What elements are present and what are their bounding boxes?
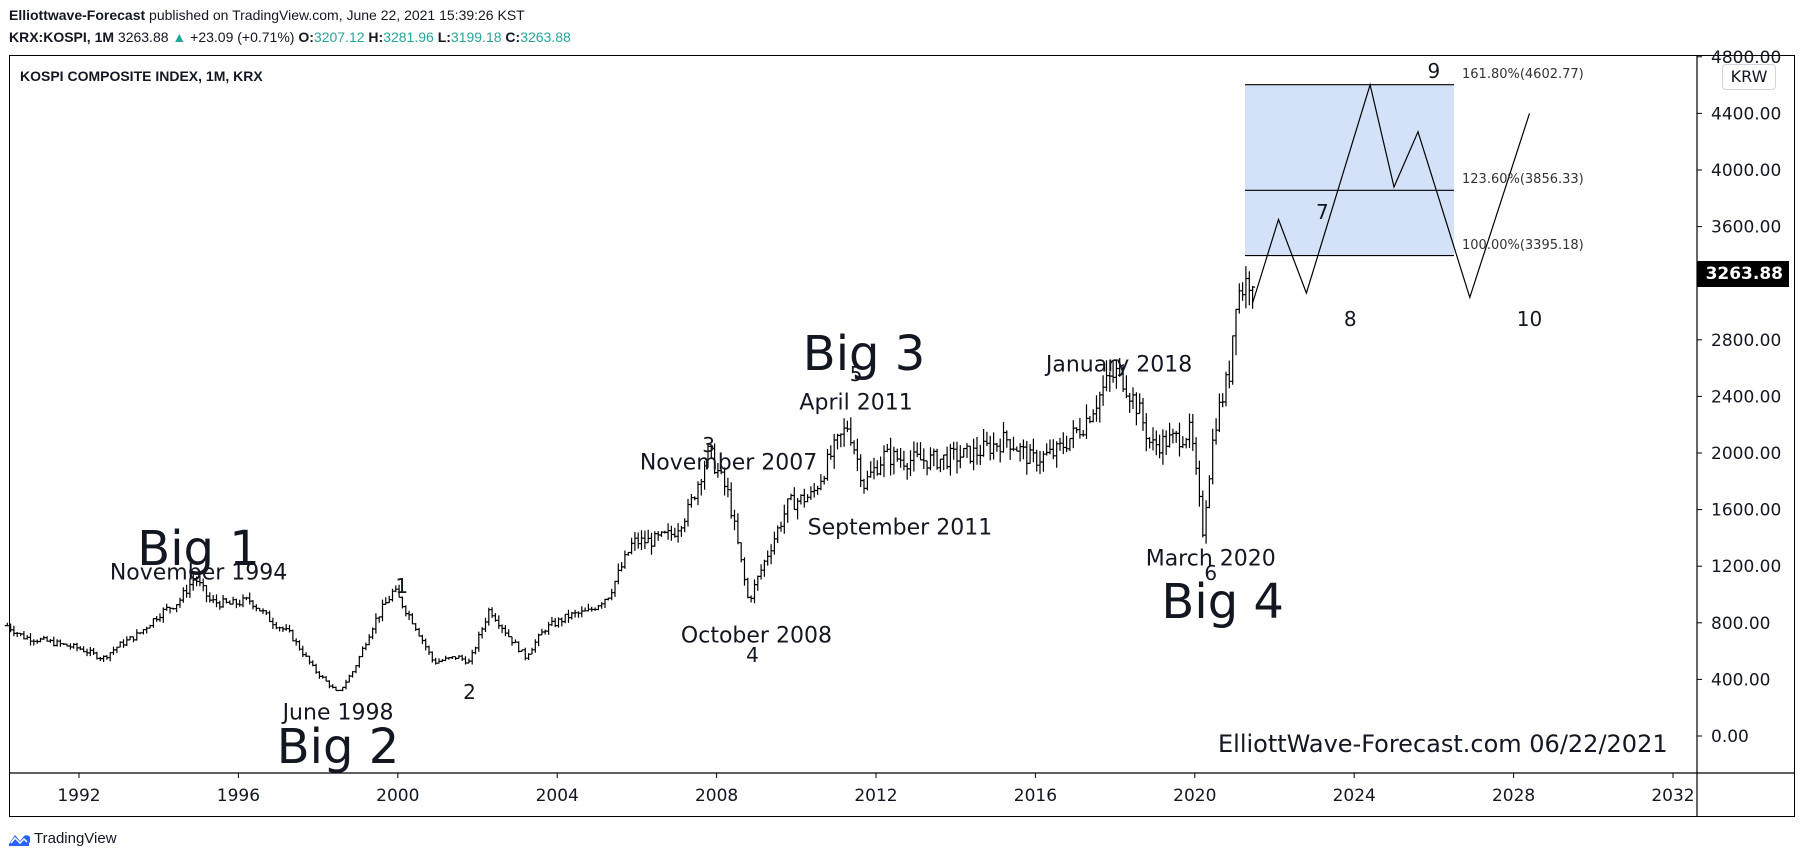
price-change: +23.09 (+0.71%) <box>190 29 295 45</box>
price-tick-label: 2000.00 <box>1711 444 1781 464</box>
wave-annotation: 9 <box>1427 58 1441 83</box>
currency-button[interactable]: KRW <box>1722 64 1776 90</box>
price-tick-label: 400.00 <box>1711 670 1770 690</box>
wave-annotation: 1 <box>395 574 409 598</box>
up-arrow-icon: ▲ <box>172 29 187 45</box>
price-tick-label: 800.00 <box>1711 614 1770 634</box>
wave-annotation: October 2008 <box>680 623 832 649</box>
tradingview-label: TradingView <box>34 830 117 847</box>
wave-annotation: Big 1 <box>137 521 260 578</box>
last-price-badge: 3263.88 <box>1697 261 1789 287</box>
wave-annotation: 8 <box>1343 306 1357 331</box>
wave-annotation: April 2011 <box>799 390 913 416</box>
high-value: 3281.96 <box>383 29 434 45</box>
fib-level-label: 161.80%(4602.77) <box>1462 66 1584 82</box>
published-text: published on TradingView.com, June 22, 2… <box>145 7 525 23</box>
price-tick-label: 2800.00 <box>1711 331 1781 351</box>
wave-annotation: January 2018 <box>1045 352 1193 378</box>
wave-annotation: Big 4 <box>1161 573 1284 630</box>
price-tick-label: 2400.00 <box>1711 387 1781 407</box>
chart-title: KOSPI COMPOSITE INDEX, 1M, KRX <box>20 68 263 84</box>
wave-annotation: Big 2 <box>276 719 400 776</box>
price-tick-label: 1600.00 <box>1711 501 1781 521</box>
wave-annotation: June 1998 <box>282 700 394 726</box>
time-tick-label: 2004 <box>536 786 579 806</box>
ohlc-bars <box>4 266 1256 692</box>
time-tick-label: 2028 <box>1492 786 1535 806</box>
wave-annotation: September 2011 <box>807 515 993 541</box>
wave-annotation: 2 <box>463 680 476 705</box>
price-tick-label: 1200.00 <box>1711 557 1781 577</box>
wave-annotation: Big 3 <box>802 325 926 382</box>
price-tick-label: 3600.00 <box>1711 218 1781 238</box>
price-tick-label: 4400.00 <box>1711 104 1781 124</box>
tradingview-logo-icon <box>9 834 30 846</box>
low-value: 3199.18 <box>450 29 502 45</box>
last-price: 3263.88 <box>117 29 169 45</box>
time-tick-label: 2024 <box>1333 786 1376 806</box>
tradingview-brand[interactable]: TradingView <box>8 830 117 847</box>
wave-annotation: 10 <box>1516 306 1543 331</box>
wave-annotation: 7 <box>1315 200 1329 225</box>
price-axis[interactable]: 0.00 400.00 800.00 1200.00 1600.00 2000.00 240… <box>1697 48 1781 747</box>
fib-zone-box <box>1245 84 1454 256</box>
close-label: C: <box>505 29 521 45</box>
watermark-text: ElliottWave-Forecast.com 06/22/2021 <box>1218 730 1668 758</box>
elliott-projection-path[interactable] <box>1252 82 1531 304</box>
time-tick-label: 1992 <box>57 786 100 806</box>
symbol-legend: KRX:KOSPI, 1M 3263.88 ▲ +23.09 (+0.71%) … <box>9 29 571 45</box>
wave-annotation: March 2020 <box>1145 546 1276 572</box>
chart-frame <box>9 55 1795 817</box>
time-tick-label: 2008 <box>695 786 738 806</box>
symbol-name: KRX:KOSPI, 1M <box>9 29 115 45</box>
time-tick-label: 2016 <box>1014 786 1057 806</box>
publisher-name[interactable]: Elliottwave-Forecast <box>9 7 146 23</box>
price-tick-label: 4000.00 <box>1711 161 1781 181</box>
wave-annotation: 5 <box>849 361 863 386</box>
fib-level-label: 100.00%(3395.18) <box>1462 237 1584 253</box>
open-value: 3207.12 <box>313 29 365 45</box>
time-tick-label: 2012 <box>854 786 897 806</box>
wave-annotation: November 2007 <box>639 450 818 476</box>
publish-info: Elliottwave-Forecast published on Tradin… <box>9 7 525 23</box>
wave-annotation: 6 <box>1204 561 1218 586</box>
time-tick-label: 2032 <box>1651 786 1694 806</box>
time-tick-label: 2020 <box>1173 786 1216 806</box>
wave-annotation: November 1994 <box>109 560 288 586</box>
time-tick-label: 2000 <box>376 786 419 806</box>
wave-annotation: 3 <box>702 432 715 457</box>
price-tick-label: 4800.00 <box>1711 48 1781 68</box>
price-tick-label: 0.00 <box>1711 727 1749 747</box>
time-tick-label: 1996 <box>217 786 260 806</box>
time-axis[interactable]: 1992 1996 2000 2004 2008 2012 2016 2020 2024 2028… <box>57 773 1695 806</box>
fibonacci-extension[interactable] <box>1245 84 1454 257</box>
low-label: L: <box>437 29 451 45</box>
fib-level-label: 123.60%(3856.33) <box>1462 172 1584 188</box>
open-label: O: <box>298 29 314 45</box>
close-value: 3263.88 <box>520 29 571 45</box>
wave-annotation: 4 <box>746 643 759 668</box>
high-label: H: <box>368 29 384 45</box>
